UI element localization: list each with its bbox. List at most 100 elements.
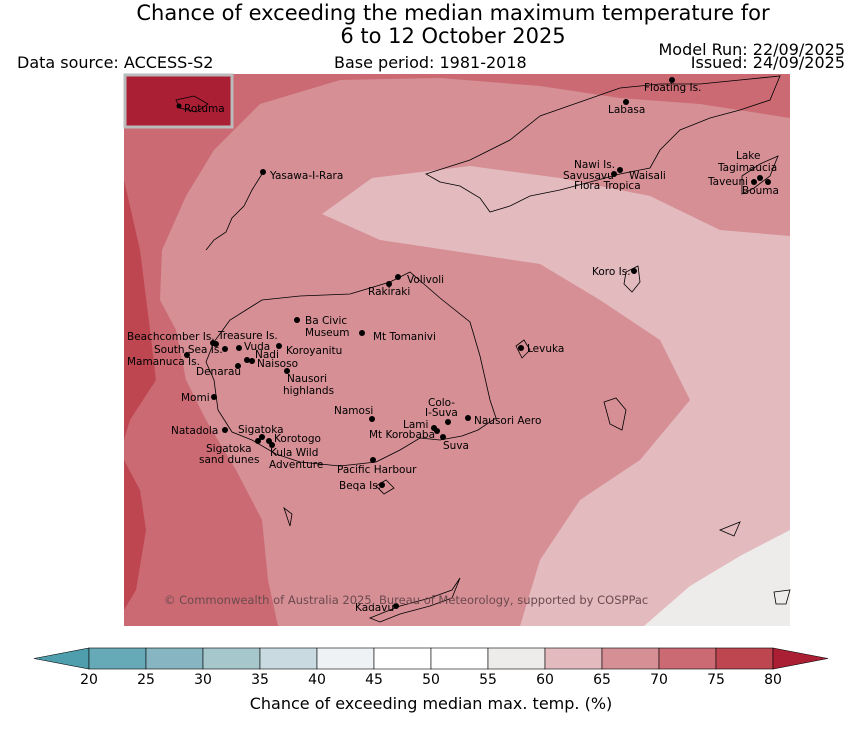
- south-sea-is-dot: [222, 346, 228, 352]
- colorbar-bin-70-75: [658, 647, 717, 670]
- colorbar-bin-60-65: [544, 647, 603, 670]
- sigatoka-dot: [259, 434, 265, 440]
- place-label-koroyanitu: Koroyanitu: [286, 345, 342, 357]
- place-label-yasawa-i-rara: Yasawa-I-Rara: [269, 170, 343, 182]
- issued-date: Issued: 24/09/2025: [690, 53, 845, 72]
- waisali-dot: [611, 171, 617, 177]
- koro-is-dot: [631, 268, 637, 274]
- data-source: Data source: ACCESS-S2: [17, 53, 214, 72]
- title-line-2: 6 to 12 October 2025: [340, 24, 566, 48]
- namosi-dot: [369, 416, 375, 422]
- volivoli-dot: [395, 274, 401, 280]
- place-label-beqa-is: Beqa Is.: [339, 480, 381, 492]
- copyright-note: © Commonwealth of Australia 2025, Bureau…: [164, 593, 648, 607]
- places: Floating Is. Labasa Nawi Is. Savusavu Wa…: [127, 77, 779, 614]
- inset-label: Rotuma: [184, 103, 225, 115]
- colorbar-bin-40-45: [316, 647, 375, 670]
- place-label-naisoso: Naisoso: [257, 358, 298, 370]
- inset-frame: [123, 73, 234, 129]
- denarau-dot: [235, 363, 241, 369]
- place-label-mt-korobaba: Mt Korobaba: [369, 429, 435, 441]
- treasure-is-dot: [213, 341, 219, 347]
- place-label-treasure-is: Treasure Is.: [217, 330, 278, 342]
- place-label-ba-civic: Ba Civic: [305, 315, 347, 327]
- nausori-aero-dot: [465, 415, 471, 421]
- place-label-mamanuca-is: Mamanuca Is.: [127, 356, 200, 368]
- viti-levu-coast: [205, 271, 497, 467]
- sigatoka-sand-dunes-dot: [255, 438, 261, 444]
- colorbar-tick-80: 80: [764, 672, 782, 688]
- colorbar-tick-60: 60: [536, 672, 554, 688]
- levuka-dot: [518, 345, 524, 351]
- colorbar-tick-30: 30: [194, 672, 212, 688]
- colorbar-tick-40: 40: [308, 672, 326, 688]
- place-label-korotogo: Korotogo: [274, 433, 321, 445]
- savusavu-dot: [617, 167, 623, 173]
- place-label-momi: Momi: [181, 392, 210, 404]
- colorbar-bin-35-40: [259, 647, 318, 670]
- place-label-kadavu: Kadavu: [355, 602, 394, 614]
- floating-is-dot: [669, 77, 675, 83]
- place-label-beachcomber-is: Beachcomber Is.: [127, 331, 215, 343]
- place-label-sigatoka-2: Sigatoka: [206, 443, 252, 455]
- place-label-colo: Colo-: [428, 397, 455, 409]
- mt-tomanivi-dot: [359, 330, 365, 336]
- place-label-sigatoka: Sigatoka: [238, 424, 284, 436]
- place-label-nawi-is: Nawi Is.: [574, 159, 615, 171]
- beqa-coast: [375, 479, 395, 495]
- colorbar-tick-75: 75: [707, 672, 725, 688]
- place-label-namosi: Namosi: [334, 405, 373, 417]
- place-label-sand-dunes: sand dunes: [199, 454, 259, 466]
- title-line-1: Chance of exceeding the median maximum t…: [136, 1, 770, 25]
- place-label-volivoli: Volivoli: [407, 274, 444, 286]
- model-run: Model Run: 22/09/2025: [658, 40, 846, 59]
- colorbar-bin-45-50: [373, 647, 432, 670]
- place-label-suva: Suva: [443, 440, 469, 452]
- place-label-lake: Lake: [736, 150, 760, 162]
- place-label-kula-wild: Kula Wild: [270, 447, 318, 459]
- beqa-is-dot: [379, 482, 385, 488]
- bouma-dot: [765, 179, 771, 185]
- colorbar-bin-75-80: [715, 647, 774, 670]
- colorbar-tick-50: 50: [422, 672, 440, 688]
- place-label-south-sea-is: South Sea Is.: [154, 344, 223, 356]
- colorbar: [33, 647, 829, 670]
- colorbar-tick-20: 20: [80, 672, 98, 688]
- kula-wild-adventure-dot: [269, 442, 275, 448]
- colorbar-tick-65: 65: [593, 672, 611, 688]
- colorbar-bin-50-55: [430, 647, 489, 670]
- place-label-floating-is: Floating Is.: [644, 82, 701, 94]
- suva-dot: [440, 434, 446, 440]
- far-southeast-island-coast: [773, 589, 791, 605]
- yasawa-coast: [205, 173, 263, 251]
- place-label-pacific-harbour: Pacific Harbour: [337, 464, 417, 476]
- southeast-island-coast: [718, 521, 741, 537]
- probability-map: [124, 74, 790, 626]
- colorbar-bin-65-70: [601, 647, 660, 670]
- zone-65-70-east: [690, 112, 790, 176]
- zone-75-80-south: [124, 460, 146, 610]
- nausori-highlands-dot: [284, 368, 290, 374]
- zone-70-75: [124, 74, 790, 626]
- base-period: Base period: 1981-2018: [334, 53, 527, 72]
- colorbar-bin-25-30: [145, 647, 204, 670]
- place-label-bouma: Bouma: [742, 185, 779, 197]
- pacific-harbour-dot: [370, 457, 376, 463]
- colorbar-tick-55: 55: [479, 672, 497, 688]
- rotuma-dot: [176, 103, 182, 109]
- colorbar-tick-25: 25: [137, 672, 155, 688]
- momi-dot: [211, 394, 217, 400]
- zone-55-60: [644, 530, 790, 626]
- colorbar-bin-55-60: [487, 647, 546, 670]
- place-label-koro-is: Koro Is.: [592, 266, 631, 278]
- lake-tagimaucia-dot: [757, 175, 763, 181]
- vanua-levu-coast: [425, 75, 781, 213]
- ba-civic-museum-dot: [294, 317, 300, 323]
- zone-60-65: [322, 166, 790, 626]
- naisoso-dot: [249, 358, 255, 364]
- place-label-levuka: Levuka: [527, 343, 564, 355]
- taveuni-dot: [751, 179, 757, 185]
- nadi-dot: [244, 357, 250, 363]
- rotuma-inset: Rotuma: [123, 73, 234, 129]
